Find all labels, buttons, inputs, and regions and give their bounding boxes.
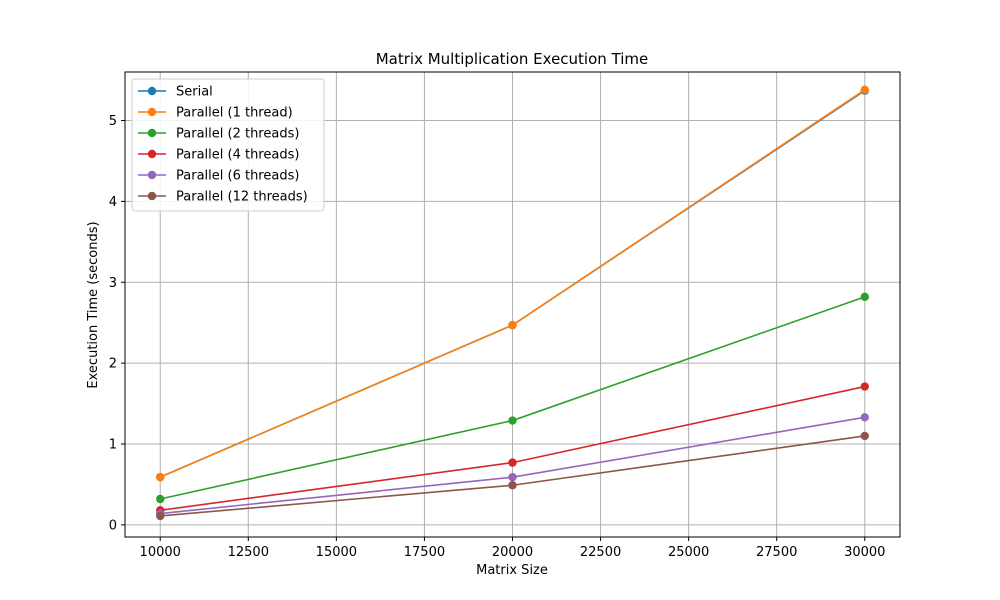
legend-marker <box>147 107 157 117</box>
y-tick-label: 2 <box>109 357 117 372</box>
legend: Serial Parallel (1 thread) Parallel (2 thr… <box>131 78 325 212</box>
legend-entry-label: Parallel (12 threads) <box>176 190 308 205</box>
data-point <box>860 85 869 94</box>
data-point <box>860 413 869 422</box>
series-parallel-12-threads <box>156 431 869 521</box>
data-point <box>508 320 517 330</box>
data-point <box>860 292 869 302</box>
x-axis-label: Matrix Size <box>476 563 548 578</box>
data-point <box>508 416 517 425</box>
chart-title: Matrix Multiplication Execution Time <box>376 50 649 68</box>
y-tick-label: 3 <box>109 276 117 291</box>
x-tick-label: 17500 <box>404 545 445 560</box>
x-tick-label: 15000 <box>316 545 357 560</box>
legend-box <box>131 78 325 212</box>
x-tick-label: 10000 <box>140 545 181 560</box>
y-axis-ticks: 0 1 2 3 4 5 <box>109 114 125 533</box>
data-point <box>860 382 869 391</box>
legend-marker <box>147 170 157 180</box>
series-lines <box>156 85 869 521</box>
y-axis-label: Execution Time (seconds) <box>86 221 101 388</box>
legend-marker <box>147 86 157 96</box>
x-axis-ticks: 10000 12500 15000 17500 20000 22500 25000 27500… <box>140 537 885 560</box>
legend-entry-label: Parallel (1 thread) <box>176 106 293 121</box>
x-tick-label: 12500 <box>228 545 269 560</box>
series-parallel-2-threads <box>156 292 869 504</box>
data-point <box>508 481 517 490</box>
x-tick-label: 22500 <box>580 545 621 560</box>
legend-marker <box>147 191 157 201</box>
legend-marker <box>147 128 157 138</box>
data-point <box>860 431 869 441</box>
data-point <box>508 472 517 482</box>
legend-marker <box>147 149 157 159</box>
legend-entry-label: Parallel (4 threads) <box>176 148 299 163</box>
series-parallel-1-thread <box>156 85 869 482</box>
data-point <box>508 458 517 467</box>
y-tick-label: 0 <box>109 518 117 533</box>
x-tick-label: 30000 <box>844 545 885 560</box>
x-tick-label: 27500 <box>756 545 797 560</box>
legend-entry-label: Parallel (2 threads) <box>176 127 299 142</box>
x-tick-label: 20000 <box>492 545 533 560</box>
data-point <box>156 472 165 482</box>
y-tick-label: 5 <box>109 114 117 129</box>
legend-entry-label: Serial <box>176 85 213 100</box>
data-point <box>156 511 165 521</box>
data-point <box>156 494 165 504</box>
x-tick-label: 25000 <box>668 545 709 560</box>
y-tick-label: 4 <box>109 195 117 210</box>
legend-entry-label: Parallel (6 threads) <box>176 169 299 184</box>
y-tick-label: 1 <box>109 438 117 453</box>
